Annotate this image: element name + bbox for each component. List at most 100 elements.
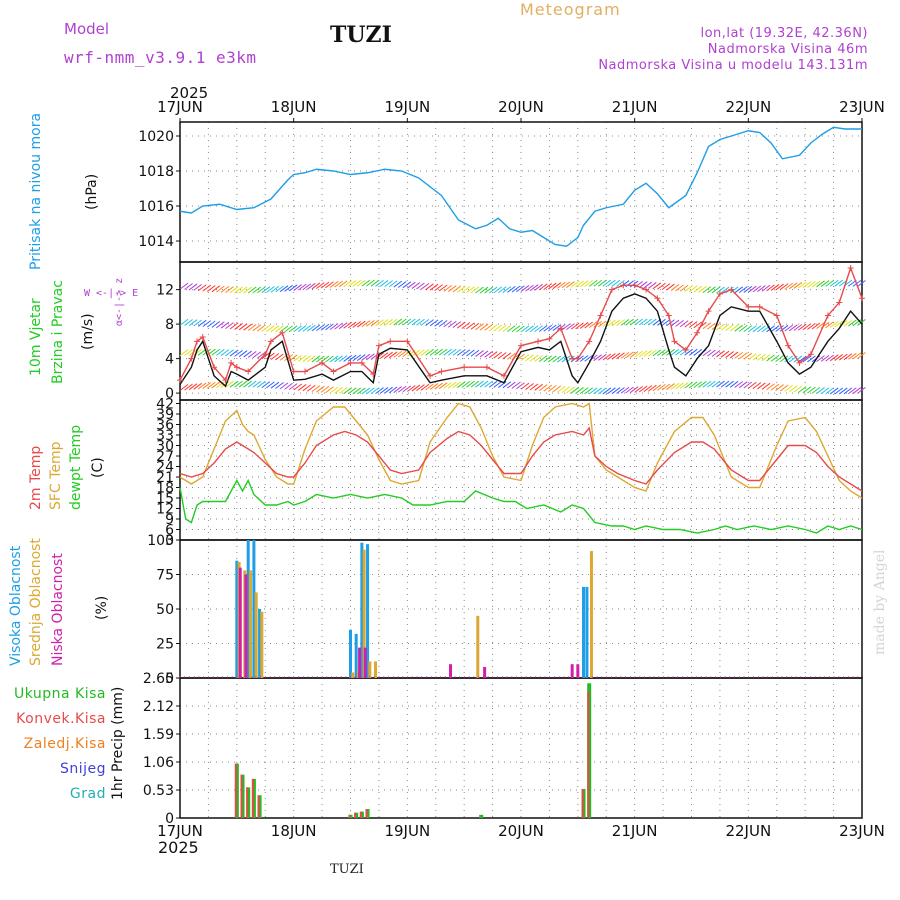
gust-marker bbox=[245, 368, 252, 375]
cloud-bar bbox=[366, 544, 370, 678]
wind-barb bbox=[675, 284, 684, 292]
gust-marker bbox=[427, 372, 434, 379]
cloud-bar bbox=[254, 592, 258, 678]
wind-barb bbox=[757, 382, 766, 390]
wind-barb bbox=[566, 281, 575, 288]
wind-barb bbox=[493, 380, 503, 388]
wind-barb bbox=[443, 320, 453, 328]
legend-snow: Snijeg bbox=[59, 761, 106, 777]
wind-barb bbox=[470, 322, 480, 330]
wind-barb bbox=[638, 318, 648, 326]
wind-barb bbox=[429, 283, 439, 291]
gust-marker bbox=[824, 312, 831, 319]
gust-marker bbox=[267, 338, 274, 345]
wind-barb bbox=[270, 353, 280, 360]
wind-barb bbox=[707, 380, 716, 388]
cloud-bar bbox=[483, 666, 487, 678]
wind-barb bbox=[475, 380, 484, 388]
wind-barb bbox=[793, 385, 803, 393]
wind-barb bbox=[307, 355, 316, 363]
wind-barb bbox=[793, 324, 803, 331]
wind-barb bbox=[252, 351, 262, 359]
temp2m-line bbox=[179, 426, 863, 492]
wind-barb bbox=[652, 384, 662, 392]
gust-marker bbox=[375, 342, 382, 349]
wind-barb bbox=[275, 285, 284, 293]
wind-barb bbox=[179, 349, 189, 357]
wind-barb bbox=[311, 324, 321, 332]
wind-barb bbox=[520, 325, 530, 333]
wind-barb bbox=[761, 382, 771, 390]
wind-barb bbox=[334, 322, 343, 330]
wind-barb bbox=[738, 325, 748, 332]
wind-barb bbox=[575, 280, 584, 288]
wind-barb bbox=[475, 323, 484, 331]
wind-barb bbox=[247, 324, 257, 331]
precip-bar bbox=[581, 788, 584, 818]
wind-barb bbox=[579, 387, 589, 395]
gust-marker bbox=[483, 364, 490, 371]
wind-barb bbox=[407, 281, 416, 289]
meteogram-title: Meteogram bbox=[520, 0, 621, 19]
wind-barb bbox=[698, 286, 707, 293]
wind-barb bbox=[297, 283, 307, 291]
gust-marker bbox=[716, 290, 723, 297]
wind-barb bbox=[470, 286, 480, 294]
gust-marker bbox=[319, 359, 326, 366]
wind-barb bbox=[393, 280, 402, 288]
wind-barb bbox=[202, 284, 212, 292]
wind-barb bbox=[497, 324, 507, 332]
wind-barb bbox=[820, 387, 830, 395]
wind-barb bbox=[188, 283, 198, 291]
wind-barb bbox=[411, 318, 421, 326]
wind-barb bbox=[784, 355, 794, 363]
wind-barb bbox=[843, 387, 853, 395]
wind-barb bbox=[570, 280, 580, 288]
wind-barb bbox=[579, 355, 589, 362]
cloud-bar bbox=[585, 586, 589, 678]
panel-frame bbox=[179, 677, 863, 819]
wind-barb bbox=[256, 381, 266, 388]
wind-barb bbox=[638, 350, 648, 358]
wind-barb bbox=[220, 349, 230, 356]
gust-marker bbox=[608, 286, 615, 293]
wind-barb bbox=[834, 320, 844, 328]
wind-barb bbox=[197, 348, 207, 356]
y-tick-label: 75 bbox=[156, 568, 174, 584]
wind-barb bbox=[720, 350, 730, 358]
wind-barb bbox=[220, 285, 230, 293]
wind-barb bbox=[611, 387, 621, 395]
wind-barb bbox=[184, 349, 193, 356]
wind-barb bbox=[807, 355, 816, 363]
wind-barb bbox=[338, 387, 348, 394]
wind-barb bbox=[607, 279, 616, 287]
wind-barb bbox=[302, 355, 312, 363]
wind-barb bbox=[347, 387, 357, 395]
wind-barb bbox=[297, 384, 307, 391]
wind-barb bbox=[311, 385, 321, 393]
wind-barb bbox=[302, 384, 312, 392]
wind-barb bbox=[188, 383, 198, 391]
y-tick-label: 100 bbox=[147, 533, 174, 549]
wind-barb bbox=[761, 284, 771, 292]
precip-bar bbox=[246, 787, 249, 818]
wind-barb bbox=[802, 323, 812, 331]
cloud-bar bbox=[589, 551, 593, 678]
gust-marker bbox=[233, 364, 240, 371]
gust-marker bbox=[682, 346, 689, 353]
wind-barb bbox=[384, 280, 393, 288]
wind-barb bbox=[725, 351, 734, 358]
wind-barb bbox=[325, 323, 334, 331]
wind-barb bbox=[466, 322, 475, 330]
wind-barb bbox=[447, 348, 457, 356]
wind-barb bbox=[825, 321, 834, 329]
cloud-bar bbox=[252, 540, 256, 678]
wind-barb bbox=[857, 386, 866, 394]
wind-barb bbox=[725, 324, 734, 332]
wind-barb bbox=[720, 380, 730, 388]
gust-marker bbox=[279, 329, 286, 336]
wind-barb bbox=[288, 325, 298, 333]
wind-barb bbox=[320, 385, 330, 393]
wind-barb bbox=[820, 354, 830, 362]
wind-barb bbox=[261, 324, 271, 332]
